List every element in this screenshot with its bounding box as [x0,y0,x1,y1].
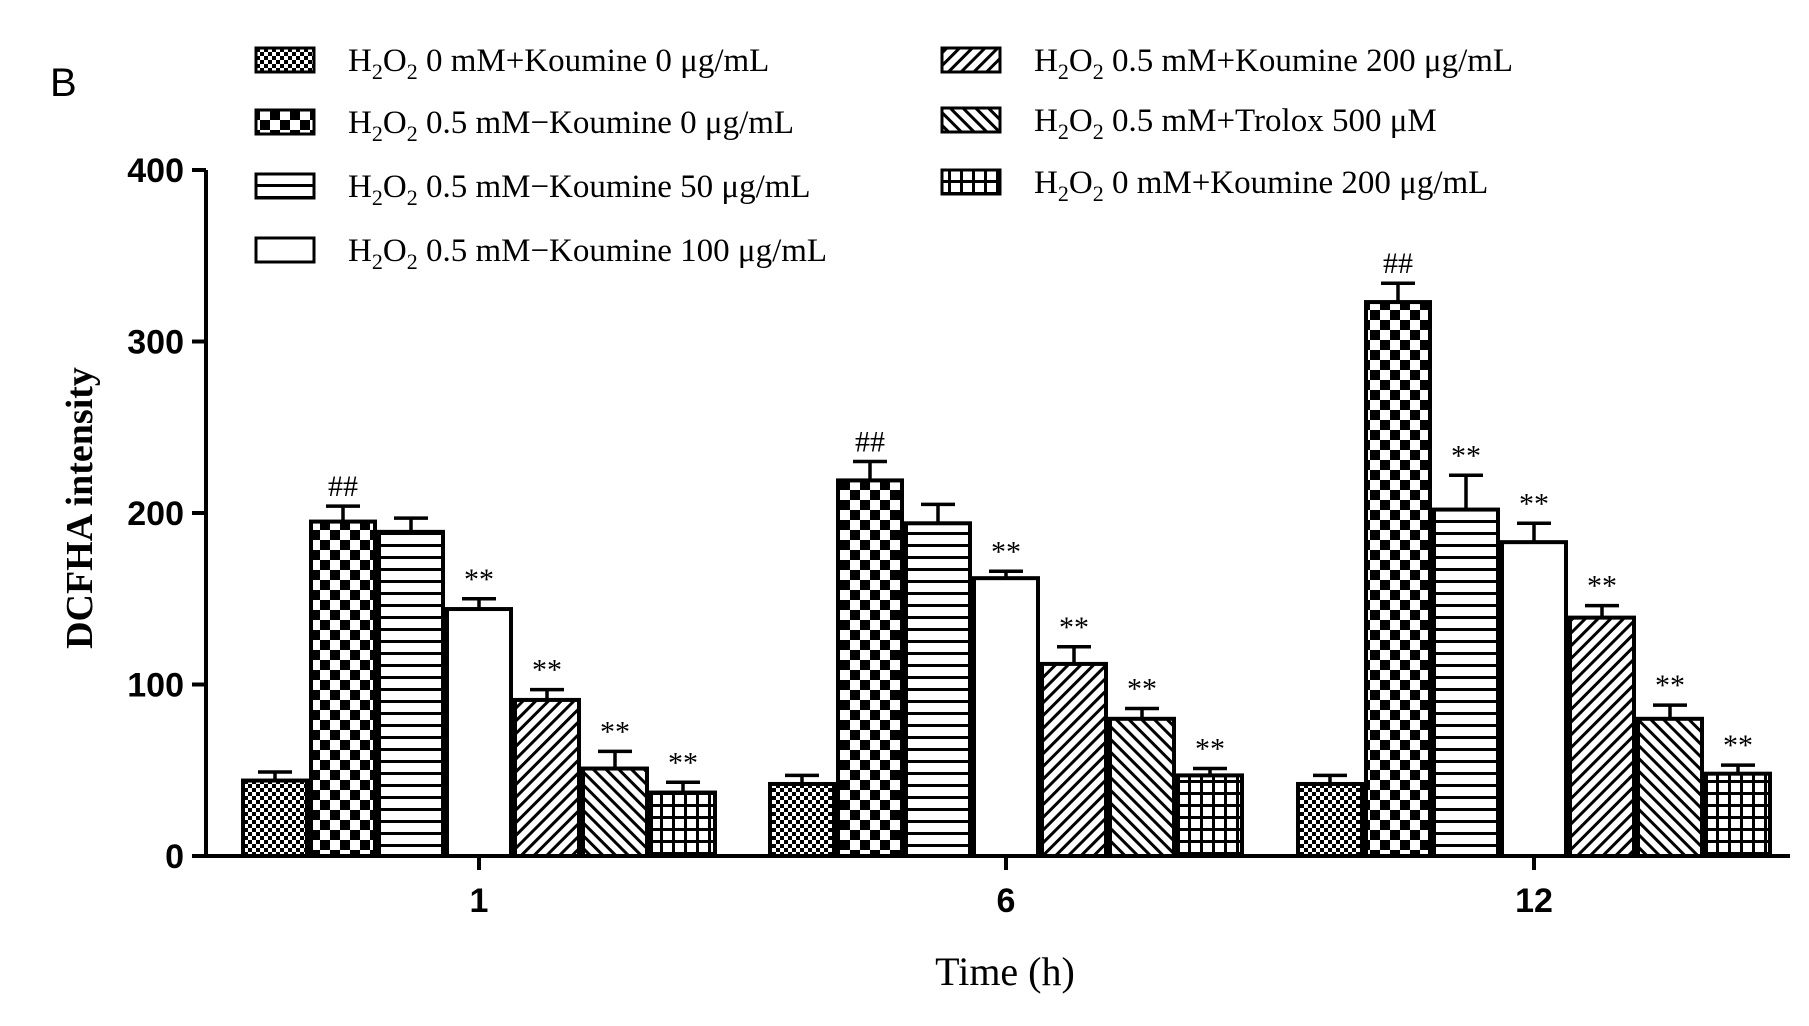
bar [972,576,1040,858]
significance-label: ** [668,746,698,779]
x-axis: 1 6 12 [204,854,1790,920]
significance-label: ** [1587,570,1617,603]
y-tick-label: 300 [127,324,184,362]
x-axis-label: Time (h) [935,949,1075,994]
y-tick-label: 400 [127,152,184,190]
x-tick-label: 6 [997,882,1016,920]
x-tick-label: 1 [470,882,489,920]
panel-label: B [50,61,77,105]
legend-label: H2O2 0 mM+Koumine 200 μg/mL [1034,165,1488,206]
bar [1176,773,1244,859]
bars: ## ** ** ** ** ## ** ** ** ** ## ** ** ** ** ** [241,247,1772,859]
bar [649,790,717,858]
x-tick-label: 12 [1515,882,1553,920]
legend-swatch [254,108,316,136]
significance-label: ** [532,654,562,687]
bar [768,781,836,858]
y-axis-label: DCFHA intensity [59,367,101,649]
significance-label: ** [1519,487,1549,520]
bar [1108,716,1176,858]
bar [309,519,377,858]
bar [445,607,513,858]
bar [377,529,445,858]
legend-swatch [940,168,1002,196]
y-tick-label: 200 [127,495,184,533]
legend: H2O2 0 mM+Koumine 0 μg/mL H2O2 0.5 mM−Kou… [254,43,1513,274]
legend-swatch [254,46,316,74]
bar [1040,661,1108,858]
significance-label: ** [1195,733,1225,766]
significance-label: ** [600,715,630,748]
significance-label: ## [855,426,885,459]
significance-label: ** [464,563,494,596]
legend-swatch [254,172,316,200]
bar [1432,507,1500,858]
bar [836,478,904,858]
significance-label: ** [1655,669,1685,702]
bar [1364,300,1432,858]
bar [581,766,649,858]
bar [1500,540,1568,859]
legend-swatch [940,106,1002,134]
bar [904,521,972,858]
significance-label: ## [1383,247,1413,280]
bar [241,778,309,858]
legend-label: H2O2 0.5 mM−Koumine 50 μg/mL [348,169,811,210]
y-tick-label: 100 [127,667,184,705]
bar [1636,716,1704,858]
significance-label: ## [328,470,358,503]
legend-label: H2O2 0.5 mM+Koumine 200 μg/mL [1034,43,1513,84]
bar [513,697,581,858]
bar [1296,781,1364,858]
significance-label: ** [1451,439,1481,472]
legend-label: H2O2 0.5 mM+Trolox 500 μM [1034,103,1437,144]
bar [1704,771,1772,858]
legend-label: H2O2 0.5 mM−Koumine 100 μg/mL [348,233,827,274]
y-axis: 0 100 200 300 400 [127,152,208,876]
significance-label: ** [991,535,1021,568]
legend-label: H2O2 0.5 mM−Koumine 0 μg/mL [348,105,794,146]
legend-swatch [940,46,1002,74]
significance-label: ** [1127,673,1157,706]
y-tick-label: 0 [165,838,184,876]
significance-label: ** [1723,729,1753,762]
bar [1568,615,1636,858]
legend-label: H2O2 0 mM+Koumine 0 μg/mL [348,43,769,84]
significance-label: ** [1059,611,1089,644]
legend-swatch [254,236,316,264]
